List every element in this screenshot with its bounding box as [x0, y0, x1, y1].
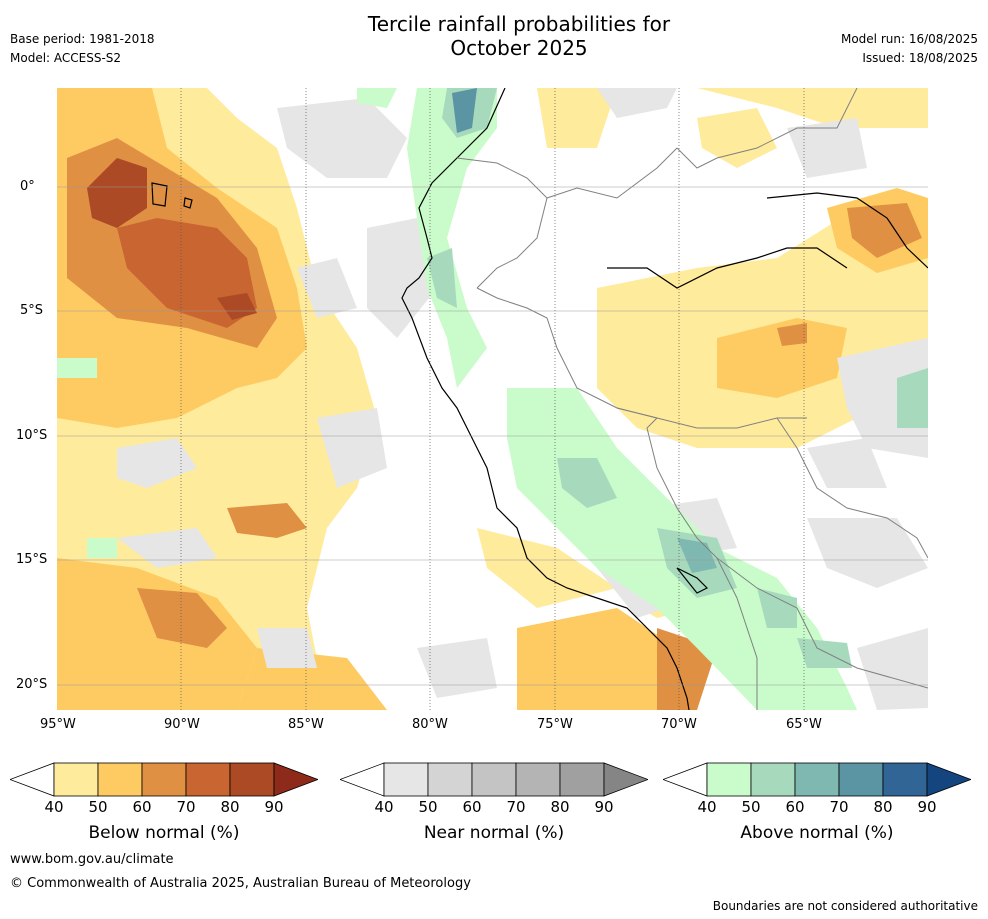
country-borders	[456, 88, 928, 710]
colorbar-tick: 60	[132, 798, 152, 816]
colorbar-tick: 60	[785, 798, 805, 816]
colorbar-tick: 70	[506, 798, 526, 816]
colorbar-tick: 50	[741, 798, 761, 816]
colorbar-label: Near normal (%)	[423, 823, 565, 843]
colorbar-segment	[603, 762, 648, 797]
colorbar-segment	[427, 762, 473, 797]
lon-tick-70w: 70°W	[661, 717, 697, 732]
issued-date: Issued: 18/08/2025	[862, 51, 978, 65]
colorbar-tick: 90	[264, 798, 284, 816]
colorbar-tick: 40	[44, 798, 64, 816]
colorbar-segment	[10, 762, 55, 797]
lon-tick-90w: 90°W	[164, 717, 200, 732]
colorbar-segment	[794, 762, 840, 797]
colorbar-tick: 70	[176, 798, 196, 816]
colorbar-segment	[515, 762, 561, 797]
lon-tick-80w: 80°W	[412, 717, 448, 732]
colorbar-segment	[838, 762, 884, 797]
colorbar-tick: 90	[917, 798, 937, 816]
title-line-1: Tercile rainfall probabilities for	[367, 12, 671, 36]
lat-tick-15s: 15°S	[16, 552, 48, 567]
colorbar-tick: 80	[550, 798, 570, 816]
map-title: Tercile rainfall probabilities for Octob…	[294, 12, 744, 60]
colorbar-segment	[229, 762, 275, 797]
colorbar-tick: 90	[594, 798, 614, 816]
colorbar-segment	[663, 762, 708, 797]
above-normal-areas	[57, 88, 928, 710]
boundaries-disclaimer: Boundaries are not considered authoritat…	[712, 899, 978, 913]
colorbar-segment	[340, 762, 385, 797]
colorbar-tick: 80	[873, 798, 893, 816]
colorbar-segment	[141, 762, 187, 797]
colorbar-segment	[926, 762, 971, 797]
colorbar-tick: 60	[462, 798, 482, 816]
copyright-notice: © Commonwealth of Australia 2025, Austra…	[10, 876, 471, 891]
colorbar-segment	[882, 762, 928, 797]
website-url: www.bom.gov.au/climate	[10, 852, 174, 867]
below-normal-areas	[57, 88, 928, 710]
colorbar-tick: 40	[374, 798, 394, 816]
lon-tick-65w: 65°W	[786, 717, 822, 732]
colorbar-3	[663, 762, 971, 797]
model-run: Model run: 16/08/2025	[840, 32, 978, 46]
lon-tick-75w: 75°W	[537, 717, 573, 732]
colorbar-segment	[471, 762, 517, 797]
colorbar-tick: 70	[829, 798, 849, 816]
title-line-2: October 2025	[450, 36, 588, 60]
colorbar-label: Below normal (%)	[88, 823, 240, 843]
lat-tick-5s: 5°S	[20, 303, 44, 318]
model-name: Model: ACCESS-S2	[10, 51, 122, 65]
colorbar-segment	[706, 762, 752, 797]
lat-tick-10s: 10°S	[16, 428, 48, 443]
base-period: Base period: 1981-2018	[10, 32, 155, 46]
colorbar-tick: 80	[220, 798, 240, 816]
colorbar-segment	[185, 762, 231, 797]
colorbar-tick: 50	[418, 798, 438, 816]
lat-tick-0: 0°	[20, 179, 35, 194]
colorbar-segment	[750, 762, 796, 797]
colorbar-segment	[97, 762, 143, 797]
coastline	[151, 88, 928, 710]
colorbar-tick: 50	[88, 798, 108, 816]
lon-tick-85w: 85°W	[288, 717, 324, 732]
colorbar-tick: 40	[697, 798, 717, 816]
map-canvas	[57, 88, 928, 710]
colorbar-segment	[53, 762, 99, 797]
colorbar-segment	[559, 762, 605, 797]
lat-tick-20s: 20°S	[16, 677, 48, 692]
colorbar-segment	[273, 762, 318, 797]
colorbar-segment	[383, 762, 429, 797]
colorbar-label: Above normal (%)	[740, 823, 894, 843]
lon-tick-95w: 95°W	[40, 717, 76, 732]
rainfall-probability-map	[57, 88, 928, 710]
colorbar-2	[340, 762, 648, 797]
colorbar-1	[10, 762, 318, 797]
latitude-lines	[57, 186, 928, 686]
